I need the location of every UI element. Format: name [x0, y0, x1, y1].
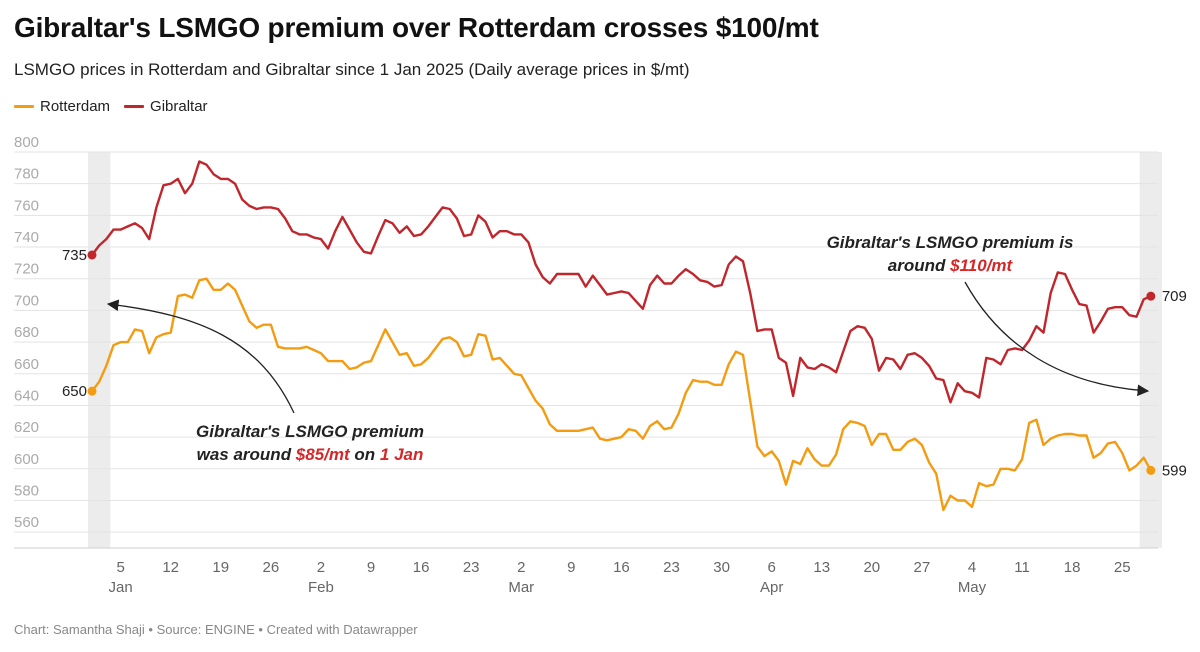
legend-swatch-gibraltar: [124, 105, 145, 108]
x-tick-label: 16: [413, 559, 430, 576]
annotation-text: was around $85/mt on 1 Jan: [197, 445, 424, 464]
annotation-highlight: 1 Jan: [380, 445, 423, 464]
x-tick-label: 13: [813, 559, 830, 576]
annotation-text: Gibraltar's LSMGO premium: [196, 422, 424, 441]
y-tick-label: 780: [14, 166, 39, 183]
start-label-rotterdam: 650: [62, 383, 87, 400]
x-tick-label: 16: [613, 559, 630, 576]
start-label-gibraltar: 735: [62, 247, 87, 264]
x-tick-label: 9: [567, 559, 575, 576]
annotation-span: around: [888, 256, 950, 275]
annotation-span: on: [350, 445, 380, 464]
legend-label-gibraltar: Gibraltar: [150, 98, 208, 115]
annotation-span: Gibraltar's LSMGO premium is: [827, 233, 1074, 252]
x-tick-label: 11: [1014, 559, 1030, 576]
x-tick-label: 25: [1114, 559, 1131, 576]
annotation-span: Gibraltar's LSMGO premium: [196, 422, 424, 441]
y-tick-label: 660: [14, 356, 39, 373]
legend-item-rotterdam: Rotterdam: [14, 98, 110, 115]
x-month-label: Jan: [109, 579, 133, 596]
start-point-rotterdam: [87, 386, 97, 396]
end-label-gibraltar: 709: [1162, 288, 1187, 305]
legend-label-rotterdam: Rotterdam: [40, 98, 111, 115]
y-tick-label: 760: [14, 197, 39, 214]
y-tick-label: 700: [14, 292, 39, 309]
x-tick-label: 6: [767, 559, 775, 576]
end-point-gibraltar: [1146, 291, 1156, 301]
legend-swatch-rotterdam: [14, 105, 34, 108]
y-tick-label: 680: [14, 324, 39, 341]
legend-item-gibraltar: Gibraltar: [124, 98, 208, 115]
chart-legend: Rotterdam Gibraltar: [14, 98, 208, 115]
end-point-rotterdam: [1146, 465, 1156, 475]
annotation-span: was around: [197, 445, 296, 464]
x-tick-label: 5: [116, 559, 124, 576]
annotation-highlight: $85/mt: [295, 445, 351, 464]
x-tick-label: 30: [713, 559, 730, 576]
annotation-arrow-jan: [106, 299, 295, 414]
chart-title: Gibraltar's LSMGO premium over Rotterdam…: [14, 12, 819, 43]
x-tick-label: 12: [162, 559, 179, 576]
x-tick-label: 23: [663, 559, 680, 576]
y-tick-label: 720: [14, 261, 39, 278]
end-label-rotterdam: 599: [1162, 462, 1187, 479]
y-tick-label: 740: [14, 229, 39, 246]
y-tick-label: 800: [14, 134, 39, 151]
highlight-band-0: [88, 152, 111, 548]
annotation-highlight: $110/mt: [949, 256, 1013, 275]
x-month-label: May: [958, 579, 987, 596]
y-tick-label: 640: [14, 387, 39, 404]
start-point-gibraltar: [87, 250, 97, 260]
x-tick-label: 2: [517, 559, 525, 576]
x-tick-label: 9: [367, 559, 375, 576]
x-tick-label: 20: [863, 559, 880, 576]
x-tick-label: 4: [968, 559, 976, 576]
x-tick-label: 18: [1064, 559, 1081, 576]
annotation-arrow-may: [964, 281, 1150, 397]
x-month-label: Apr: [760, 579, 783, 596]
x-tick-label: 27: [914, 559, 931, 576]
series-line-rotterdam: [90, 277, 1152, 512]
highlight-band-1: [1139, 152, 1162, 548]
series-line-gibraltar: [90, 160, 1152, 404]
annotation-text: Gibraltar's LSMGO premium is: [827, 233, 1074, 252]
x-tick-label: 2: [317, 559, 325, 576]
y-tick-label: 600: [14, 451, 39, 468]
x-tick-label: 26: [263, 559, 280, 576]
y-tick-label: 580: [14, 482, 39, 499]
x-tick-label: 23: [463, 559, 480, 576]
annotation-text: around $110/mt: [888, 256, 1014, 275]
chart-footer: Chart: Samantha Shaji • Source: ENGINE •…: [14, 622, 418, 637]
x-month-label: Mar: [508, 579, 534, 596]
y-tick-label: 560: [14, 514, 39, 531]
y-tick-label: 620: [14, 419, 39, 436]
chart-subtitle: LSMGO prices in Rotterdam and Gibraltar …: [14, 60, 690, 79]
x-tick-label: 19: [212, 559, 229, 576]
x-month-label: Feb: [308, 579, 334, 596]
